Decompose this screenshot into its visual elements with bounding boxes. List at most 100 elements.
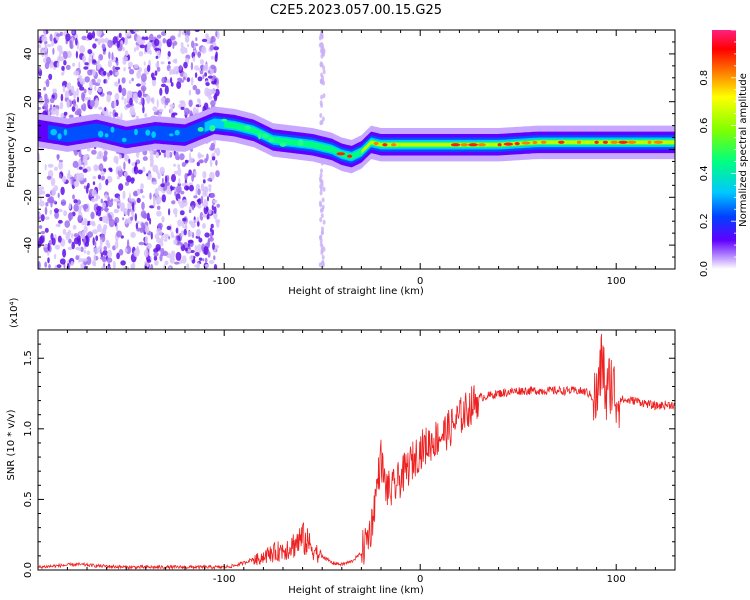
spectrogram-speckle <box>203 246 209 256</box>
spectrogram-speckle <box>164 260 169 266</box>
spectrogram-speckle <box>124 171 128 177</box>
spectrogram-speckle <box>38 106 42 111</box>
spectrogram-speckle <box>113 198 119 202</box>
spectrogram-speckle <box>177 164 181 169</box>
spectrogram-speckle <box>75 255 79 261</box>
spectrogram-speckle <box>87 99 91 109</box>
spectrogram-speckle <box>194 72 198 78</box>
spectrogram-speckle <box>107 72 111 77</box>
spectrogram-speckle <box>212 242 215 250</box>
spectrogram-speckle <box>120 235 124 239</box>
spectrogram-speckle <box>71 241 75 250</box>
spectrogram-speckle <box>124 248 128 253</box>
spectrogram-hotspot <box>460 143 469 147</box>
spectrogram-speckle <box>320 179 324 185</box>
spectrogram-axes: -100 0 100 -40 -20 0 20 40 <box>23 29 676 287</box>
spectrogram-speckle <box>321 226 324 232</box>
spectrogram-speckle <box>89 80 93 90</box>
spectrogram-ridge-band <box>204 118 675 162</box>
spectrogram-speckle <box>97 209 102 217</box>
spectrogram-blob <box>110 126 115 133</box>
spectrogram-speckle <box>82 55 86 63</box>
spectrogram-speckle <box>72 62 76 67</box>
spectrogram-speckle <box>52 88 57 94</box>
spectrogram-speckle <box>56 264 62 269</box>
spectrogram-speckle <box>59 31 63 36</box>
spectrogram-speckle <box>124 36 128 46</box>
spectrogram-speckle <box>144 36 149 41</box>
spectrogram-speckle <box>102 70 107 76</box>
spectrogram-speckle <box>68 114 74 119</box>
spectrogram-speckle <box>142 87 145 96</box>
spectrogram-speckle <box>150 72 155 79</box>
spectrogram-speckle <box>128 66 131 70</box>
spectrogram-speckle <box>188 99 193 108</box>
spectrogram-speckle <box>144 225 150 234</box>
spectrogram-speckle <box>38 225 43 229</box>
spectrogram-speckle <box>50 177 56 187</box>
spectrogram-speckle <box>204 257 208 263</box>
colorbar-gradient <box>712 30 736 269</box>
spectrogram-speckle <box>200 195 204 204</box>
spectrogram-speckle <box>320 213 324 219</box>
spectrogram-speckle <box>96 205 102 211</box>
spectrogram-speckle <box>50 106 57 116</box>
spectrogram-speckle <box>78 61 81 70</box>
spectrogram-speckle <box>132 202 135 211</box>
spectrogram-speckle <box>146 259 152 263</box>
spectrogram-speckle <box>319 172 323 178</box>
colorbar-tick-label: 0.2 <box>699 213 710 229</box>
spectrogram-speckle <box>120 260 126 266</box>
spectrogram-speckle <box>137 169 143 174</box>
spectrogram-speckle <box>73 237 80 245</box>
spectrogram-speckle <box>38 212 42 217</box>
spectrogram-xtick-label: 100 <box>607 276 626 287</box>
spectrogram-speckle <box>208 185 212 193</box>
spectrogram-speckle <box>56 154 60 161</box>
spectrogram-hotspot <box>618 140 628 144</box>
spectrogram-speckle <box>183 61 188 69</box>
spectrogram-speckle <box>40 47 46 55</box>
spectrogram-speckle <box>57 235 62 243</box>
spectrogram-speckle <box>202 223 206 229</box>
spectrogram-speckle <box>133 249 140 257</box>
spectrogram-speckle <box>67 246 73 251</box>
spectrogram-speckle <box>74 103 78 111</box>
spectrogram-speckle <box>177 167 182 177</box>
spectrogram-speckle <box>206 213 210 220</box>
spectrogram-speckle <box>321 254 325 260</box>
spectrogram-speckle <box>201 38 208 43</box>
spectrogram-speckle <box>183 229 187 236</box>
spectrogram-speckle <box>121 87 127 97</box>
colorbar-tick-label: 0.6 <box>699 118 710 134</box>
spectrogram-speckle <box>58 161 63 170</box>
spectrogram-speckle <box>116 252 120 260</box>
spectrogram-speckle <box>167 51 171 58</box>
spectrogram-speckle <box>213 264 218 269</box>
spectrogram-speckle <box>181 255 187 264</box>
spectrogram-speckle <box>202 179 206 184</box>
spectrogram-speckle <box>191 40 195 49</box>
spectrogram-speckle <box>49 209 53 215</box>
spectrogram-hotspot <box>558 140 565 144</box>
spectrogram-speckle <box>100 252 103 259</box>
spectrogram-speckle <box>74 110 81 116</box>
spectrogram-speckle <box>85 234 89 244</box>
spectrogram-speckle <box>210 223 214 229</box>
spectrogram-speckle <box>191 205 195 211</box>
spectrogram-speckle <box>149 149 154 156</box>
spectrogram-speckle <box>62 228 67 235</box>
spectrogram-speckle <box>154 38 160 47</box>
spectrogram-speckle <box>197 76 203 82</box>
spectrogram-speckle <box>122 217 125 221</box>
spectrogram-blob <box>104 133 109 138</box>
spectrogram-speckle <box>102 154 108 162</box>
spectrogram-speckle <box>151 76 157 81</box>
spectrogram-speckle <box>38 261 41 269</box>
spectrogram-speckle <box>47 242 50 252</box>
spectrogram-speckle <box>45 202 49 207</box>
spectrogram-speckle <box>180 230 184 237</box>
spectrogram-speckle <box>154 70 158 76</box>
spectrogram-speckle <box>78 247 82 251</box>
spectrogram-speckle <box>211 229 214 236</box>
